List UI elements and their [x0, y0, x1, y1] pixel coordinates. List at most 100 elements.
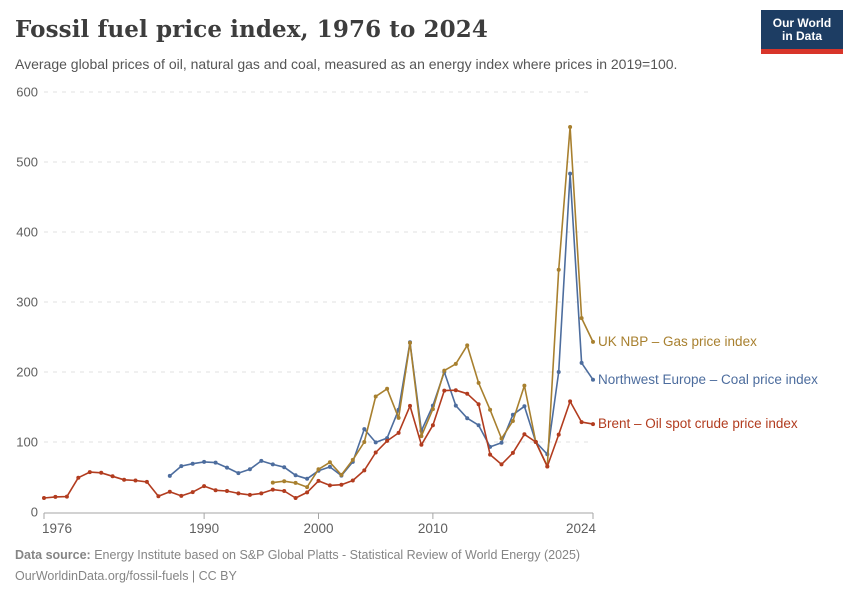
point-coal-2016	[499, 440, 504, 445]
data-source-text: Energy Institute based on S&P Global Pla…	[90, 548, 581, 562]
license-link[interactable]: CC BY	[198, 569, 237, 583]
attribution-line: OurWorldinData.org/fossil-fuels | CC BY	[15, 566, 835, 587]
point-coal-2006	[385, 436, 390, 441]
point-oil-2024	[591, 422, 595, 427]
point-oil-2014	[476, 402, 481, 407]
point-coal-1990	[202, 459, 207, 464]
point-coal-2005	[373, 440, 378, 445]
owid-url-link[interactable]: OurWorldinData.org/fossil-fuels	[15, 569, 189, 583]
point-gas-2007	[396, 415, 401, 420]
point-oil-2005	[373, 450, 378, 455]
owid-logo-box: Our World in Data	[761, 10, 843, 49]
point-oil-1990	[202, 484, 207, 489]
point-gas-2002	[339, 472, 344, 477]
point-gas-2021	[556, 267, 561, 272]
point-gas-2023	[579, 316, 584, 321]
point-oil-1981	[99, 470, 104, 475]
point-oil-1999	[305, 490, 310, 495]
point-oil-2011	[442, 388, 447, 393]
x-tick-label-1990: 1990	[189, 521, 219, 536]
point-oil-2019	[533, 440, 538, 444]
point-oil-2002	[339, 482, 344, 487]
owid-logo[interactable]: Our World in Data	[761, 10, 843, 54]
point-coal-1989	[190, 461, 195, 466]
legend-label-oil[interactable]: Brent – Oil spot crude price index	[598, 416, 798, 432]
legend-label-gas[interactable]: UK NBP – Gas price index	[598, 333, 757, 349]
point-oil-1978	[64, 494, 69, 499]
data-source-line: Data source: Energy Institute based on S…	[15, 545, 835, 566]
y-tick-label-500: 500	[16, 155, 38, 170]
point-gas-2024	[591, 339, 595, 344]
point-gas-2005	[373, 394, 378, 399]
point-gas-2018	[522, 383, 527, 388]
point-oil-1998	[293, 496, 298, 500]
point-coal-2023	[579, 360, 584, 365]
point-coal-1992	[225, 465, 229, 470]
point-oil-1989	[190, 490, 195, 495]
point-coal-2018	[522, 404, 527, 409]
point-oil-1982	[110, 474, 115, 479]
y-tick-label-400: 400	[16, 225, 38, 240]
point-gas-2010	[430, 407, 435, 412]
series-line-coal	[169, 172, 594, 480]
point-gas-2022	[568, 125, 573, 129]
point-oil-2003	[350, 478, 355, 483]
point-coal-1991	[213, 460, 218, 465]
point-gas-1997	[282, 479, 287, 484]
point-oil-2022	[568, 399, 573, 404]
point-oil-2008	[408, 403, 412, 408]
x-tick-label-2024: 2024	[566, 521, 597, 536]
series-oil[interactable]	[42, 388, 595, 500]
series-gas[interactable]	[270, 125, 595, 490]
point-gas-2011	[442, 368, 447, 373]
point-coal-1994	[247, 467, 252, 472]
x-tick-label-2000: 2000	[303, 521, 333, 536]
point-oil-2021	[556, 432, 561, 437]
point-coal-2012	[453, 403, 458, 408]
point-gas-2001	[327, 460, 332, 465]
point-coal-1997	[282, 465, 287, 470]
owid-logo-line1: Our World	[772, 15, 832, 30]
point-coal-1999	[305, 476, 310, 481]
y-tick-label-100: 100	[16, 435, 38, 450]
point-oil-2023	[579, 420, 584, 425]
point-coal-1996	[270, 462, 275, 467]
point-gas-2016	[499, 436, 504, 441]
point-oil-1984	[133, 478, 138, 483]
page-title: Fossil fuel price index, 1976 to 2024	[15, 16, 488, 43]
page-subtitle: Average global prices of oil, natural ga…	[15, 56, 678, 72]
point-oil-2010	[430, 423, 435, 428]
point-oil-2001	[327, 483, 332, 488]
point-oil-2009	[419, 442, 424, 447]
point-gas-2013	[465, 343, 470, 348]
point-gas-2008	[408, 340, 412, 345]
point-oil-2018	[522, 432, 527, 437]
point-oil-2017	[510, 450, 515, 455]
point-oil-2012	[453, 388, 458, 393]
point-coal-2004	[362, 427, 367, 432]
point-oil-1987	[167, 489, 172, 494]
point-oil-1995	[259, 491, 264, 496]
point-oil-1992	[225, 489, 229, 493]
point-gas-2012	[453, 361, 458, 366]
legend-label-coal[interactable]: Northwest Europe – Coal price index	[598, 371, 818, 387]
x-tick-label-1976: 1976	[42, 521, 72, 536]
point-oil-2006	[385, 438, 390, 443]
y-tick-label-600: 600	[16, 85, 38, 100]
point-coal-2021	[556, 370, 561, 374]
point-oil-2004	[362, 468, 367, 473]
point-oil-1993	[236, 491, 241, 496]
point-gas-1999	[305, 485, 310, 490]
point-coal-1998	[293, 473, 298, 478]
point-oil-1985	[144, 479, 149, 484]
point-oil-1994	[247, 492, 252, 497]
series-coal[interactable]	[167, 171, 595, 481]
point-oil-2007	[396, 430, 401, 435]
point-coal-2024	[591, 377, 595, 382]
point-coal-1987	[167, 473, 172, 478]
data-source-label: Data source:	[15, 548, 91, 562]
chart-footer: Data source: Energy Institute based on S…	[15, 545, 835, 587]
point-oil-1996	[270, 487, 275, 492]
point-gas-2017	[510, 419, 515, 423]
point-gas-1998	[293, 480, 298, 485]
